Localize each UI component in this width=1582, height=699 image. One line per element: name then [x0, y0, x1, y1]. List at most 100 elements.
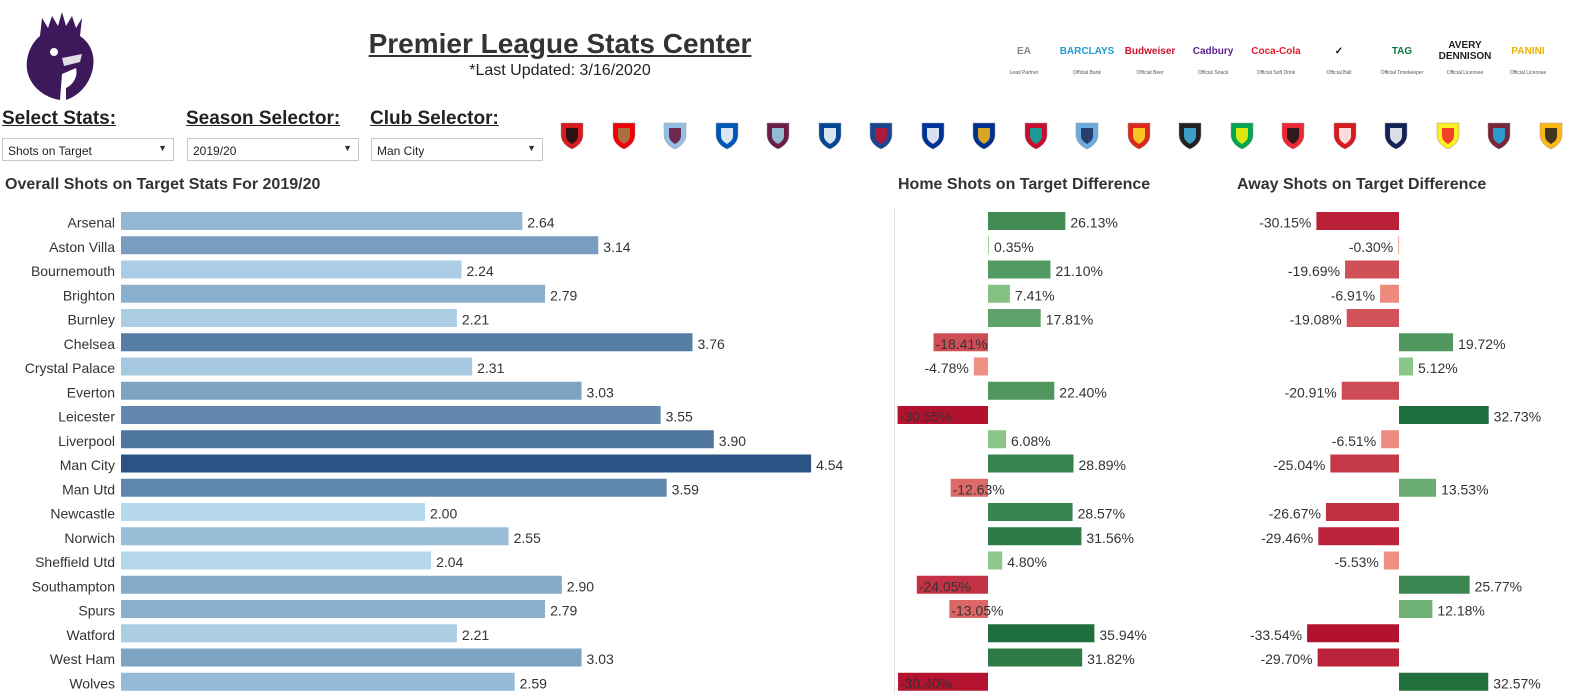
crest-southampton-icon[interactable]: [1330, 120, 1360, 150]
overall-bar[interactable]: [121, 236, 599, 255]
crest-liverpool-icon[interactable]: [1021, 120, 1051, 150]
crest-man-utd-icon[interactable]: [1124, 120, 1154, 150]
overall-bar[interactable]: [121, 575, 562, 594]
overall-value-label: 2.79: [550, 287, 577, 303]
overall-bar[interactable]: [121, 333, 693, 352]
difference-bar[interactable]: [988, 648, 1083, 667]
difference-value-label: -0.30%: [1349, 239, 1393, 255]
overall-value-label: 3.90: [719, 433, 746, 449]
difference-bar[interactable]: [1399, 600, 1433, 618]
club-dropdown[interactable]: Man City ▼: [371, 138, 543, 161]
team-label: Leicester: [58, 409, 115, 425]
crest-chelsea-icon[interactable]: [815, 120, 845, 150]
overall-bar[interactable]: [121, 357, 473, 376]
difference-bar[interactable]: [950, 478, 988, 497]
overall-bar[interactable]: [121, 478, 667, 497]
overall-bar[interactable]: [121, 212, 523, 230]
difference-bar[interactable]: [897, 406, 988, 424]
chevron-down-icon[interactable]: ▼: [527, 143, 536, 153]
team-label: Southampton: [32, 578, 115, 594]
difference-bar[interactable]: [1318, 527, 1399, 546]
overall-bar[interactable]: [121, 284, 546, 303]
difference-bar[interactable]: [1325, 503, 1399, 521]
difference-bar[interactable]: [1346, 309, 1399, 327]
difference-bar[interactable]: [1381, 430, 1399, 449]
difference-bar[interactable]: [1383, 551, 1399, 570]
difference-bar[interactable]: [1399, 478, 1437, 497]
crest-man-city-icon[interactable]: [1072, 120, 1102, 150]
crest-west-ham-icon[interactable]: [1484, 120, 1514, 150]
difference-bar[interactable]: [988, 624, 1095, 643]
overall-bar[interactable]: [121, 430, 714, 449]
difference-bar[interactable]: [988, 284, 1010, 303]
difference-bar[interactable]: [1316, 212, 1399, 230]
difference-bar[interactable]: [988, 454, 1074, 473]
difference-value-label: -4.78%: [924, 360, 968, 376]
overall-bar[interactable]: [121, 260, 462, 279]
team-label: Burnley: [68, 312, 115, 328]
crest-watford-icon[interactable]: [1433, 120, 1463, 150]
difference-bar[interactable]: [1380, 284, 1399, 303]
crest-spurs-icon[interactable]: [1381, 120, 1411, 150]
chevron-down-icon[interactable]: ▼: [343, 143, 352, 153]
overall-bar[interactable]: [121, 648, 582, 667]
overall-value-label: 3.14: [603, 239, 630, 255]
season-dropdown[interactable]: 2019/20 ▼: [187, 138, 359, 161]
overall-bar[interactable]: [121, 624, 457, 643]
overall-value-label: 2.90: [567, 578, 594, 594]
difference-bar[interactable]: [1345, 260, 1399, 279]
difference-bar[interactable]: [988, 236, 990, 255]
difference-value-label: 35.94%: [1099, 627, 1146, 643]
overall-bar[interactable]: [121, 527, 509, 546]
difference-bar[interactable]: [898, 672, 988, 691]
overall-bar[interactable]: [121, 381, 582, 400]
crest-sheffield-utd-icon[interactable]: [1278, 120, 1308, 150]
crest-aston-villa-icon[interactable]: [660, 120, 690, 150]
crest-newcastle-icon[interactable]: [1175, 120, 1205, 150]
crest-brighton-icon[interactable]: [712, 120, 742, 150]
difference-bar[interactable]: [988, 260, 1051, 279]
sponsor-tag-heuer: TAG Official Timekeeper: [1375, 38, 1429, 77]
difference-value-label: -18.41%: [936, 336, 988, 352]
chevron-down-icon[interactable]: ▼: [158, 143, 167, 153]
difference-bar[interactable]: [1399, 672, 1489, 691]
difference-bar[interactable]: [1330, 454, 1399, 473]
difference-bar[interactable]: [933, 333, 988, 352]
difference-bar[interactable]: [1399, 406, 1489, 424]
crest-leicester-icon[interactable]: [969, 120, 999, 150]
difference-bar[interactable]: [988, 309, 1041, 327]
crest-wolves-icon[interactable]: [1536, 120, 1566, 150]
difference-bar[interactable]: [949, 600, 988, 618]
difference-value-label: -6.91%: [1331, 287, 1375, 303]
difference-bar[interactable]: [1341, 381, 1399, 400]
overall-bar[interactable]: [121, 600, 546, 618]
difference-bar[interactable]: [988, 381, 1055, 400]
difference-bar[interactable]: [988, 527, 1082, 546]
overall-bar[interactable]: [121, 454, 812, 473]
overall-bar[interactable]: [121, 551, 432, 570]
crest-everton-icon[interactable]: [918, 120, 948, 150]
difference-bar[interactable]: [988, 430, 1006, 449]
crest-norwich-icon[interactable]: [1227, 120, 1257, 150]
crest-burnley-icon[interactable]: [763, 120, 793, 150]
difference-bar[interactable]: [1399, 575, 1470, 594]
overall-bar[interactable]: [121, 406, 661, 424]
overall-bar[interactable]: [121, 672, 515, 691]
difference-bar[interactable]: [1398, 236, 1400, 255]
difference-bar[interactable]: [1317, 648, 1399, 667]
difference-bar[interactable]: [988, 212, 1066, 230]
stats-dropdown[interactable]: Shots on Target ▼: [2, 138, 174, 161]
overall-bar[interactable]: [121, 503, 425, 521]
difference-bar[interactable]: [1399, 357, 1414, 376]
difference-bar[interactable]: [988, 503, 1073, 521]
crest-crystal-palace-icon[interactable]: [866, 120, 896, 150]
crest-bournemouth-icon[interactable]: [557, 120, 587, 150]
crest-arsenal-icon[interactable]: [609, 120, 639, 150]
difference-bar[interactable]: [988, 551, 1003, 570]
overall-bar[interactable]: [121, 309, 457, 327]
difference-bar[interactable]: [1307, 624, 1399, 643]
difference-bar[interactable]: [973, 357, 988, 376]
difference-value-label: 31.82%: [1087, 651, 1134, 667]
difference-bar[interactable]: [916, 575, 988, 594]
difference-bar[interactable]: [1399, 333, 1454, 352]
